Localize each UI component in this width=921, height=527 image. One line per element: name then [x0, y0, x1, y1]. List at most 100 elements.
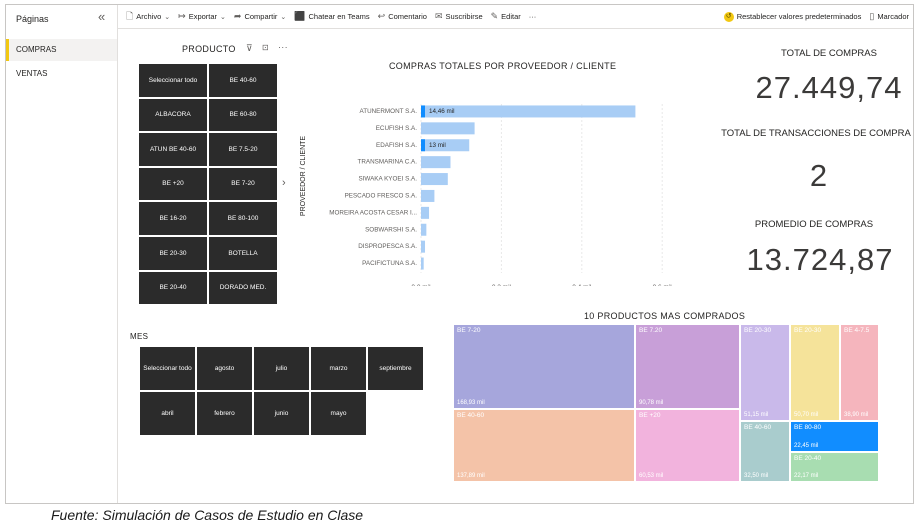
kpi-promedio-title: PROMEDIO DE COMPRAS: [754, 219, 874, 230]
report-window: Páginas « COMPRAS VENTAS 🗋 Archivo ⌄ ↦ Expo…: [5, 4, 914, 504]
treemap-tile[interactable]: BE 20-30 50,70 mil: [790, 324, 840, 421]
x-tick-label: 0,0 mil: [411, 284, 431, 286]
suscribirse-label: Suscribirse: [445, 12, 483, 21]
export-icon: ↦: [178, 11, 186, 21]
exportar-label: Exportar: [188, 12, 218, 21]
producto-slicer: Seleccionar todo BE 40-60 ALBACORA BE 60-80…: [139, 64, 277, 305]
y-tick-label: SOBWARSHI S.A.: [365, 226, 417, 233]
mes-slicer-option[interactable]: abril: [140, 392, 195, 435]
mes-slicer-option[interactable]: marzo: [311, 347, 366, 390]
file-icon: 🗋: [126, 10, 134, 21]
bar: [421, 122, 475, 135]
treemap-tile-value: 50,70 mil: [794, 412, 819, 418]
pages-sidebar: Páginas « COMPRAS VENTAS: [6, 5, 118, 503]
chevron-right-icon[interactable]: ›: [282, 177, 286, 189]
teams-label: Chatear en Teams: [308, 12, 370, 21]
bar-highlight: [421, 105, 425, 118]
marcadores-label: Marcador: [877, 12, 909, 21]
treemap-tile[interactable]: BE 4-7.5 38,90 mil: [840, 324, 879, 421]
y-tick-label: PESCADO FRESCO S.A.: [345, 193, 418, 200]
treemap-tile[interactable]: BE 80-80 22,45 mil: [790, 421, 879, 452]
teams-button[interactable]: ⬛ Chatear en Teams: [294, 11, 369, 22]
bar: [421, 189, 435, 202]
y-tick-label: SIWAKA KYOEI S.A.: [358, 176, 417, 183]
producto-slicer-option[interactable]: ALBACORA: [139, 98, 207, 132]
mes-slicer-option[interactable]: Seleccionar todo: [140, 347, 195, 390]
figure-caption: Fuente: Simulación de Casos de Estudio e…: [51, 507, 364, 523]
archivo-label: Archivo: [136, 12, 162, 21]
mes-slicer-option[interactable]: febrero: [197, 392, 252, 435]
treemap-title: 10 PRODUCTOS MAS COMPRADOS: [584, 311, 746, 321]
producto-slicer-option[interactable]: BOTELLA: [209, 236, 277, 270]
report-canvas: PRODUCTO ⊽ ⊡ ··· Seleccionar todo BE 40-6…: [119, 30, 913, 503]
producto-slicer-option[interactable]: BE 7-20: [209, 167, 277, 201]
x-tick-label: 0,2 mil: [492, 284, 512, 286]
mes-slicer: Seleccionar todo agosto julio marzo septiemb…: [140, 347, 423, 435]
comentario-label: Comentario: [388, 12, 427, 21]
treemap-tile-value: 137,89 mil: [457, 473, 485, 479]
collapse-chevron-icon[interactable]: «: [98, 9, 106, 24]
mes-slicer-option[interactable]: junio: [254, 392, 309, 435]
treemap-tile-label: BE +20: [639, 412, 661, 419]
y-tick-label: ATUNERMONT S.A.: [360, 108, 418, 115]
sidebar-item-ventas[interactable]: VENTAS: [16, 69, 48, 78]
producto-slicer-option[interactable]: BE 40-60: [209, 64, 277, 97]
treemap-tile-value: 90,78 mil: [639, 400, 664, 406]
treemap-top-productos: BE 7-20 168,93 mil BE 40-60 137,89 mil BE 7.…: [453, 324, 879, 482]
reset-button[interactable]: ↺ Restablecer valores predeterminados: [723, 11, 862, 22]
focus-mode-icon[interactable]: ⊡: [262, 43, 270, 52]
producto-slicer-title: PRODUCTO: [182, 44, 236, 54]
teams-icon: ⬛: [294, 11, 306, 21]
archivo-menu[interactable]: 🗋 Archivo ⌄: [126, 9, 170, 25]
treemap-tile-label: BE 20-40: [794, 455, 822, 462]
comentario-button[interactable]: ↩ Comentario: [378, 11, 427, 22]
filter-icon[interactable]: ⊽: [246, 43, 253, 53]
more-options-button[interactable]: ···: [528, 12, 537, 21]
producto-slicer-option[interactable]: BE 20-40: [139, 271, 207, 305]
producto-slicer-option[interactable]: BE +20: [139, 167, 207, 201]
treemap-tile-label: BE 4-7.5: [844, 327, 870, 334]
mes-slicer-option[interactable]: julio: [254, 347, 309, 390]
reset-label: Restablecer valores predeterminados: [736, 12, 862, 21]
producto-slicer-option[interactable]: BE 16-20: [139, 202, 207, 235]
marcadores-button[interactable]: ▯ Marcador: [869, 11, 909, 22]
bar: [421, 206, 430, 219]
suscribirse-button[interactable]: ✉ Suscribirse: [435, 11, 483, 22]
producto-slicer-option[interactable]: BE 60-80: [209, 98, 277, 132]
compartir-menu[interactable]: ➦ Compartir ⌄: [234, 11, 286, 22]
mes-slicer-option[interactable]: mayo: [311, 392, 366, 435]
producto-slicer-option[interactable]: ATUN BE 40-60: [139, 133, 207, 166]
treemap-tile[interactable]: BE +20 60,53 mil: [635, 409, 740, 482]
treemap-tile[interactable]: BE 7-20 168,93 mil: [453, 324, 635, 409]
chevron-down-icon: ⌄: [164, 13, 171, 21]
treemap-tile-value: 22,45 mil: [794, 443, 819, 449]
treemap-tile[interactable]: BE 7.20 90,78 mil: [635, 324, 740, 409]
sidebar-item-compras[interactable]: COMPRAS: [6, 39, 117, 61]
toolbar: 🗋 Archivo ⌄ ↦ Exportar ⌄ ➦ Compartir ⌄ ⬛ Chatea…: [118, 5, 913, 29]
treemap-tile[interactable]: BE 20-30 51,15 mil: [740, 324, 790, 421]
producto-slicer-option[interactable]: BE 20-30: [139, 236, 207, 270]
mes-slicer-option[interactable]: agosto: [197, 347, 252, 390]
treemap-tile[interactable]: BE 40-60 137,89 mil: [453, 409, 635, 482]
treemap-tile-value: 60,53 mil: [639, 473, 664, 479]
y-tick-label: ECUFISH S.A.: [376, 125, 418, 132]
treemap-tile[interactable]: BE 40-60 32,50 mil: [740, 421, 790, 482]
mes-slicer-option[interactable]: septiembre: [368, 347, 423, 390]
more-options-icon[interactable]: ···: [278, 42, 288, 52]
kpi-transacciones-value: 2: [809, 158, 829, 193]
producto-slicer-option[interactable]: Seleccionar todo: [139, 64, 207, 97]
reset-icon: ↺: [723, 11, 734, 22]
treemap-tile[interactable]: BE 20-40 22,17 mil: [790, 452, 879, 482]
editar-label: Editar: [501, 12, 521, 21]
y-tick-label: TRANSMARINA C.A.: [358, 159, 418, 166]
editar-button[interactable]: ✎ Editar: [491, 11, 521, 22]
producto-slicer-option[interactable]: BE 80-100: [209, 202, 277, 235]
producto-slicer-option[interactable]: BE 7.5-20: [209, 133, 277, 166]
treemap-tile-label: BE 80-80: [794, 424, 822, 431]
y-tick-label: MOREIRA ACOSTA CESAR I...: [329, 209, 417, 216]
producto-slicer-option[interactable]: DORADO MED.: [209, 271, 277, 305]
bar: [421, 240, 426, 253]
exportar-menu[interactable]: ↦ Exportar ⌄: [178, 11, 226, 22]
kpi-transacciones-title: TOTAL DE TRANSACCIONES DE COMPRA: [721, 128, 911, 139]
chevron-down-icon: ⌄: [280, 13, 287, 21]
